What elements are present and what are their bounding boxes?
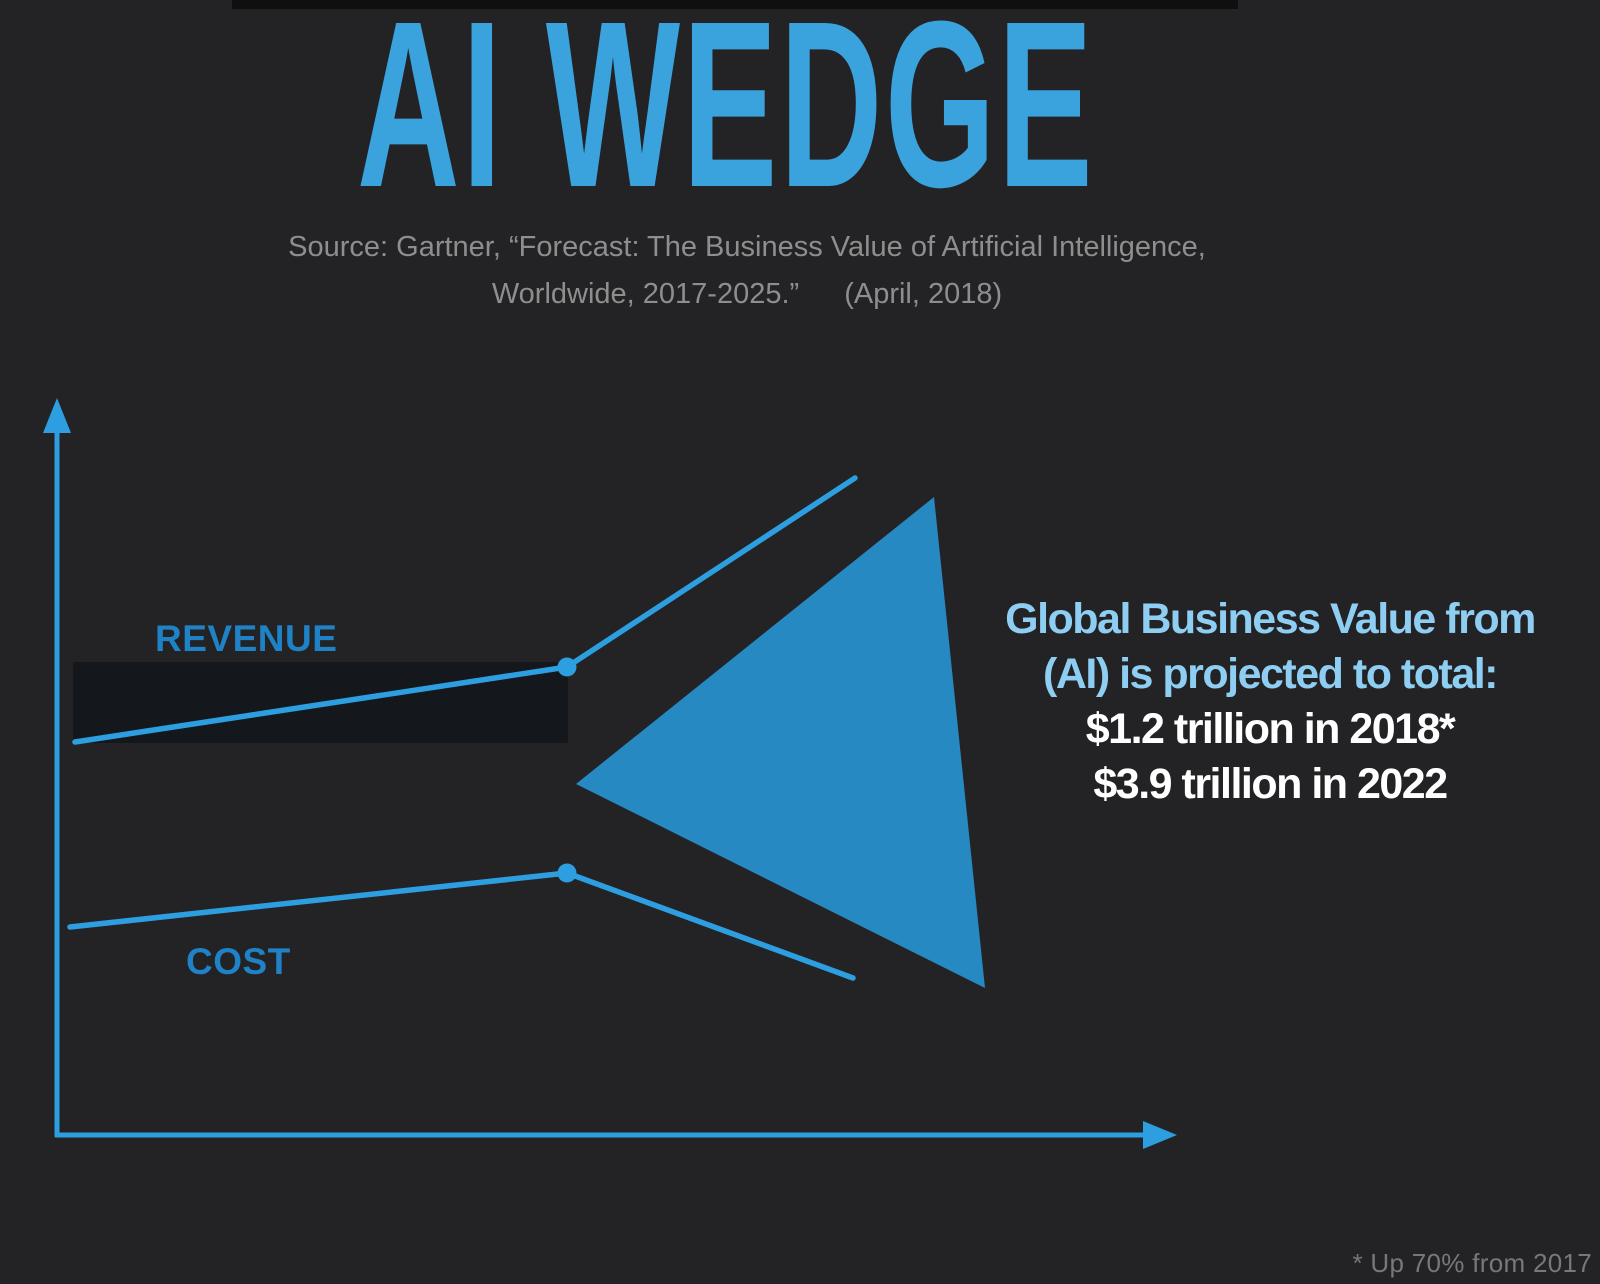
cost-kink-point [557, 863, 577, 883]
revenue-label: REVENUE [155, 618, 338, 659]
wedge-triangle [576, 497, 985, 988]
x-axis-arrow-icon [1143, 1121, 1177, 1149]
citation-date: (April, 2018) [844, 278, 1003, 310]
page-title: AI WEDGE [356, 0, 1096, 237]
annotation-block: Global Business Value from (AI) is proje… [990, 592, 1550, 812]
footnote: * Up 70% from 2017 [1352, 1248, 1592, 1278]
annotation-line-1: Global Business Value from [1005, 595, 1536, 643]
cost-label: COST [186, 941, 291, 982]
top-decorative-strip [232, 0, 1238, 9]
source-citation: Source: Gartner, “Forecast: The Business… [0, 224, 1494, 318]
annotation-line-3: $1.2 trillion in 2018* [1085, 705, 1456, 753]
annotation-line-2: (AI) is projected to total: [1043, 650, 1499, 698]
revenue-kink-point [557, 657, 577, 677]
y-axis-arrow-icon [43, 398, 71, 433]
annotation-line-4: $3.9 trillion in 2022 [1093, 760, 1448, 808]
citation-line-1: Source: Gartner, “Forecast: The Business… [288, 231, 1206, 263]
citation-line-2: Worldwide, 2017-2025.” [491, 278, 800, 310]
